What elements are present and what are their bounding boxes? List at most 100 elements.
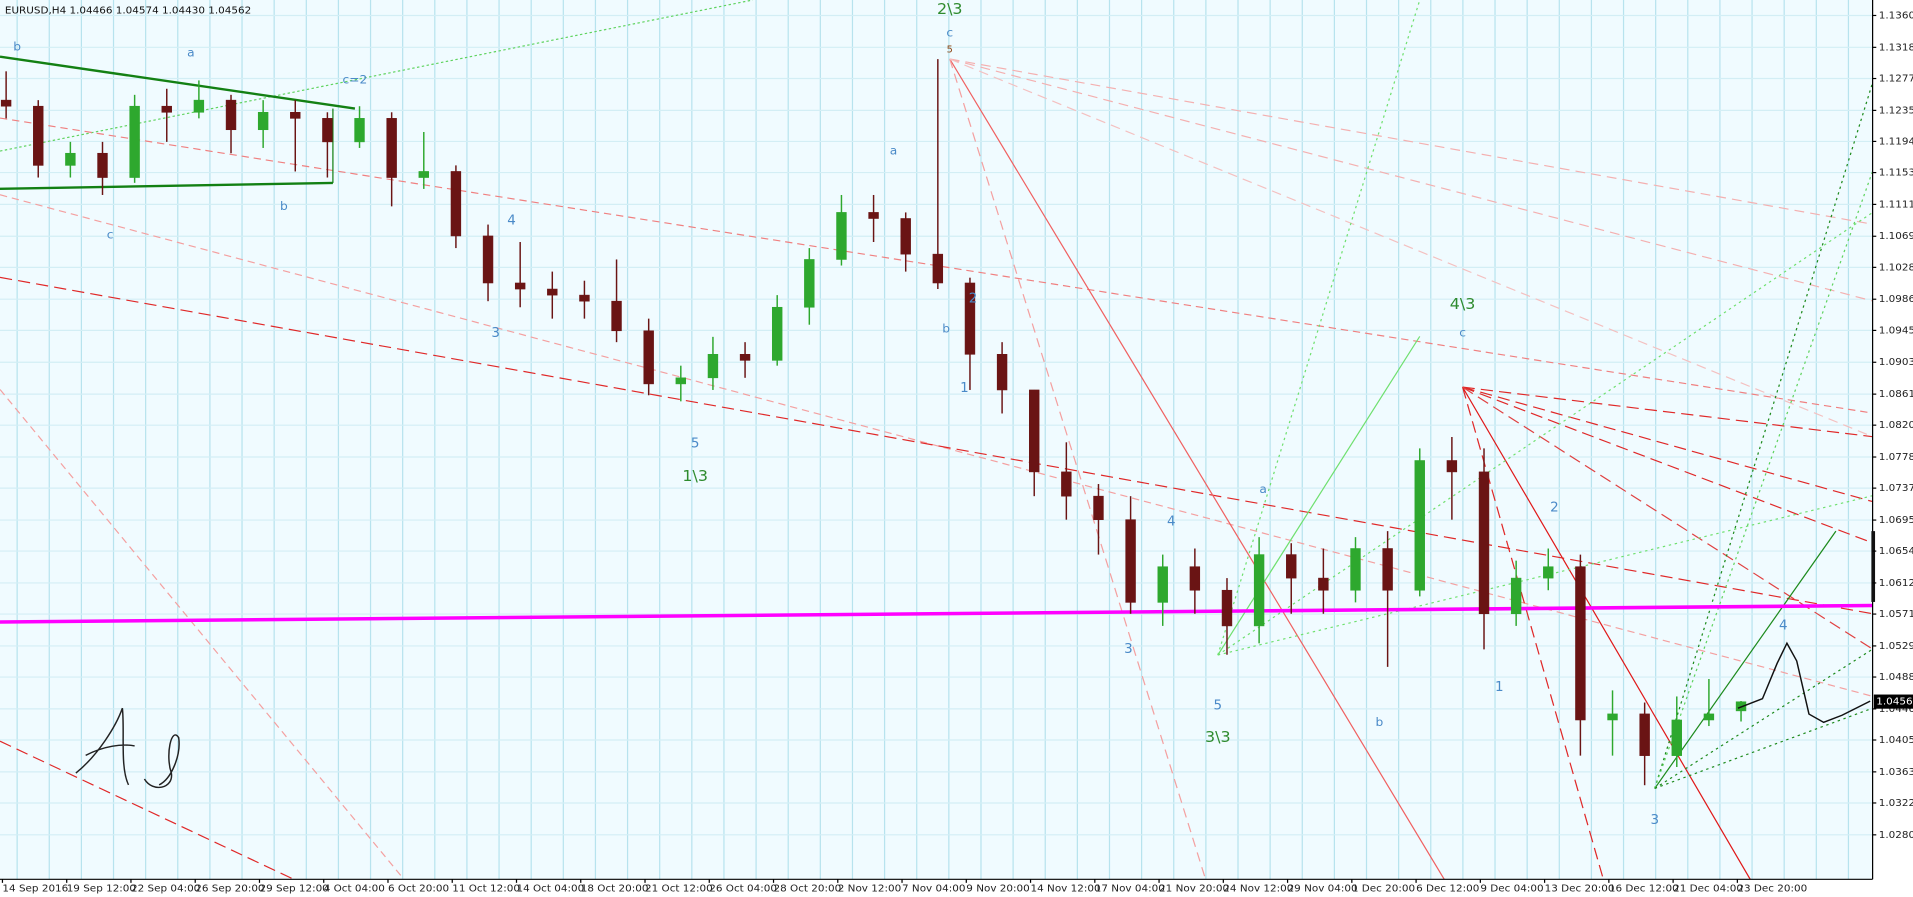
y-tick-label: 1.11946 (1879, 137, 1913, 148)
x-tick-label: 26 Sep 20:00 (195, 884, 264, 895)
x-tick-label: 22 Sep 04:00 (131, 884, 200, 895)
candle-body (450, 171, 462, 237)
candle-body (290, 111, 301, 119)
candle-body (257, 111, 269, 131)
x-tick-label: 6 Oct 20:00 (388, 884, 449, 895)
wave-label: 3 (1650, 813, 1659, 828)
x-tick-label: 21 Nov 20:00 (1159, 884, 1229, 895)
candle-body (0, 99, 12, 107)
candle-body (1061, 471, 1072, 497)
x-tick-label: 9 Dec 04:00 (1480, 884, 1543, 895)
wave-label: b (13, 40, 21, 54)
y-tick-label: 1.12355 (1879, 105, 1913, 116)
y-tick-label: 1.02806 (1879, 830, 1913, 841)
y-tick-label: 1.07376 (1879, 483, 1913, 494)
chart-title: EURUSD,H4 1.04466 1.04574 1.04430 1.0456… (5, 6, 251, 17)
y-tick-label: 1.10696 (1879, 231, 1913, 242)
candle-body (482, 235, 494, 284)
last-price-label: 1.04562 (1876, 697, 1913, 708)
x-tick-label: 6 Dec 12:00 (1416, 884, 1479, 895)
y-tick-label: 1.06955 (1879, 515, 1913, 526)
candles (0, 59, 1747, 786)
wave-label: c (946, 26, 953, 40)
candle-body (193, 99, 205, 113)
x-tick-label: 13 Dec 20:00 (1545, 884, 1615, 895)
x-tick-label: 14 Oct 04:00 (516, 884, 584, 895)
candle-body (739, 354, 751, 361)
candle-body (579, 294, 590, 302)
candle-body (33, 105, 44, 166)
x-tick-label: 26 Oct 04:00 (709, 884, 777, 895)
y-tick-label: 1.03226 (1879, 798, 1913, 809)
candle-body (964, 282, 976, 355)
wave-label: 2 (1550, 501, 1559, 516)
x-tick-label: 7 Nov 04:00 (902, 884, 965, 895)
candle-body (868, 212, 879, 219)
wave-label: c (107, 228, 114, 242)
y-tick-label: 1.04056 (1879, 735, 1913, 746)
y-tick-label: 1.10286 (1879, 262, 1913, 273)
y-tick-label: 1.05716 (1879, 609, 1913, 620)
candle-body (161, 105, 172, 113)
candle-body (354, 118, 365, 143)
candle-body (97, 152, 108, 178)
signature (75, 707, 180, 789)
candle-body (225, 99, 237, 131)
x-tick-label: 28 Oct 20:00 (774, 884, 842, 895)
candle-body (1671, 719, 1682, 756)
candle-body (707, 354, 719, 379)
candle-body (1575, 566, 1586, 721)
candle-body (1093, 495, 1104, 520)
wave-label: 3 (1124, 642, 1133, 657)
wave-label: 1 (1495, 680, 1504, 695)
x-tick-label: 21 Dec 04:00 (1673, 884, 1743, 895)
wave-label: c=2 (343, 73, 368, 87)
candle-body (1350, 548, 1361, 591)
wave-label: b (1375, 715, 1383, 729)
x-tick-label: 14 Nov 12:00 (1031, 884, 1101, 895)
wave-label: 2\3 (937, 0, 963, 18)
candle-body (514, 282, 526, 290)
candle-body (1125, 519, 1136, 603)
y-tick-label: 1.09866 (1879, 294, 1913, 305)
candle-body (1157, 566, 1168, 603)
x-tick-label: 29 Nov 04:00 (1288, 884, 1358, 895)
candle-body (1414, 460, 1425, 591)
wave-label: 2 (969, 292, 978, 307)
wave-label: 4\3 (1450, 295, 1476, 313)
candle-body (1543, 566, 1554, 579)
projection-line (1737, 641, 1871, 724)
y-tick-label: 1.13606 (1879, 11, 1913, 22)
y-tick-label: 1.11535 (1879, 168, 1913, 179)
candle-body (1318, 577, 1329, 591)
axes: 1.13606 1.13186 1.12775 1.12355 1.11946 1.115… (1, 11, 1913, 895)
candle-body (643, 330, 654, 385)
candle-body (322, 118, 333, 143)
trend-lines (0, 0, 1874, 880)
y-tick-label: 1.09035 (1879, 357, 1913, 368)
x-tick-label: 23 Dec 20:00 (1737, 884, 1807, 895)
candle-body (1703, 713, 1715, 721)
wave-label: 4 (1167, 515, 1176, 530)
candle-body (1221, 589, 1233, 627)
wave-label: c (1459, 325, 1466, 339)
candle-body (1286, 554, 1297, 579)
y-tick-label: 1.08206 (1879, 420, 1913, 431)
wave-label: a (187, 46, 195, 60)
candle-body (1478, 471, 1490, 615)
plot-area (0, 0, 1873, 880)
x-tick-label: 14 Sep 2016 (2, 884, 68, 895)
wave-label: 5 (691, 437, 700, 452)
wave-label: 4 (507, 214, 516, 229)
volume-bar (1871, 531, 1876, 602)
y-tick-label: 1.13186 (1879, 42, 1913, 53)
candle-body (65, 152, 76, 166)
x-tick-label: 16 Dec 12:00 (1609, 884, 1679, 895)
x-tick-label: 1 Dec 20:00 (1352, 884, 1415, 895)
x-tick-label: 9 Nov 20:00 (966, 884, 1029, 895)
y-tick-label: 1.04466 (1879, 704, 1913, 715)
candle-body (1253, 554, 1265, 627)
wave-label: 1\3 (682, 468, 708, 486)
x-tick-label: 29 Sep 12:00 (259, 884, 328, 895)
wave-label: b (942, 322, 950, 336)
